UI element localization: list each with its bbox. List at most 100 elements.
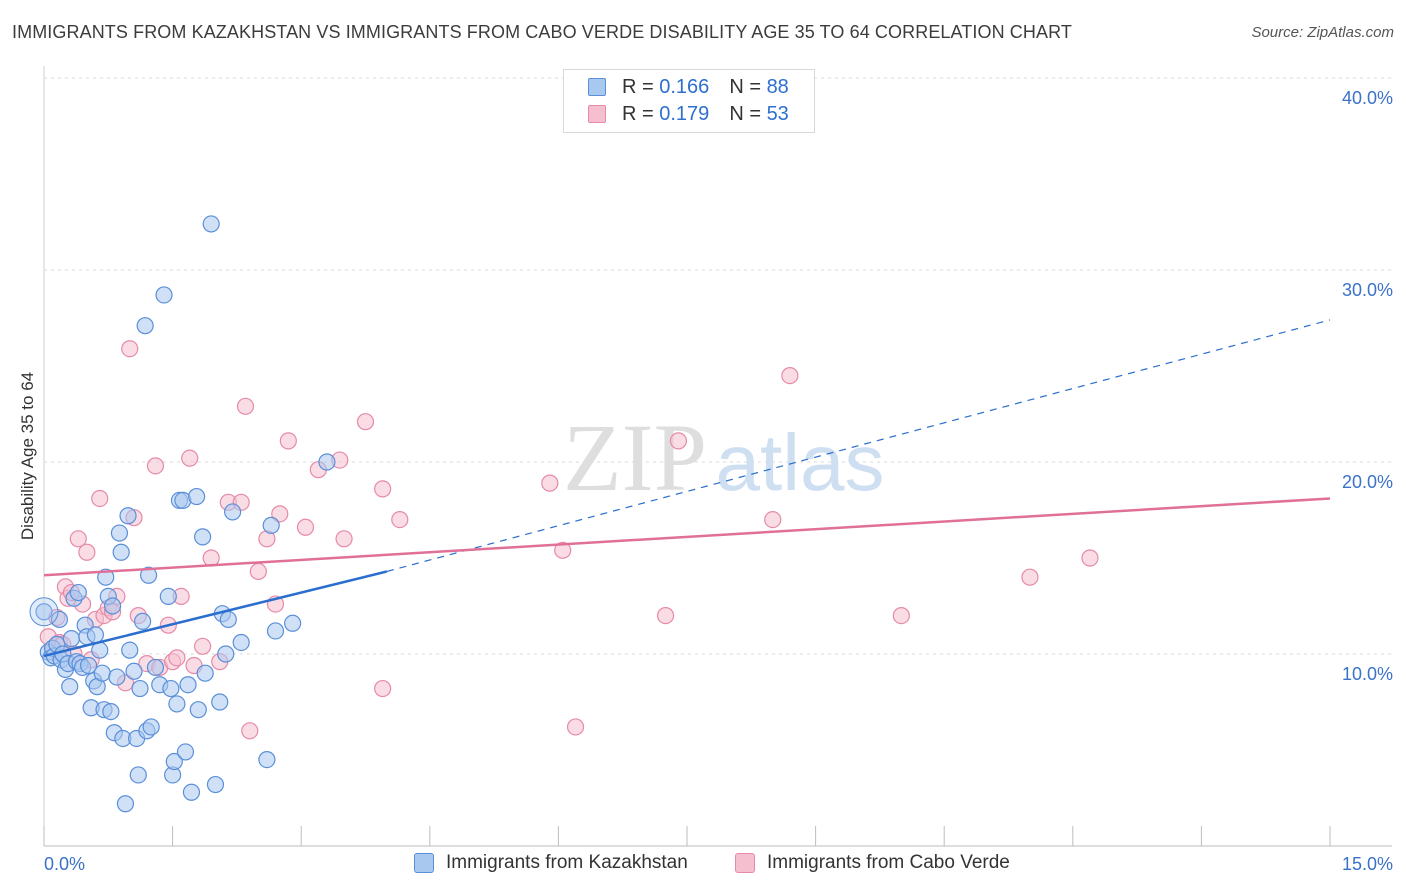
kazakhstan-n-label: N = — [729, 75, 761, 98]
bottom-kazakhstan-swatch — [414, 853, 434, 873]
caboverde-n-label: N = — [729, 102, 761, 125]
kazakhstan-points — [29, 215, 336, 813]
watermark-atlas: atlas — [716, 418, 885, 507]
kazakhstan-point — [50, 610, 69, 629]
caboverde-point — [781, 367, 799, 385]
kazakhstan-point — [194, 528, 212, 546]
caboverde-point — [764, 510, 782, 529]
caboverde-point — [566, 718, 585, 736]
kazakhstan-cluster-point — [29, 597, 59, 627]
kazakhstan-point — [62, 630, 81, 648]
bottom-kazakhstan-label: Immigrants from Kazakhstan — [446, 852, 688, 873]
kazakhstan-point — [182, 783, 201, 801]
caboverde-swatch — [588, 105, 606, 123]
caboverde-point — [669, 432, 688, 450]
bottom-caboverde-label: Immigrants from Cabo Verde — [767, 852, 1010, 873]
kazakhstan-point — [112, 543, 130, 561]
kazakhstan-point — [196, 664, 214, 682]
kazakhstan-r-label: R = — [622, 75, 654, 98]
kazakhstan-point — [188, 487, 206, 506]
caboverde-point — [554, 541, 572, 559]
kazakhstan-point — [69, 583, 87, 602]
kazakhstan-point — [211, 693, 229, 711]
caboverde-point — [279, 432, 297, 450]
caboverde-point — [391, 510, 409, 529]
kazakhstan-point — [136, 317, 154, 335]
kazakhstan-point — [217, 645, 235, 663]
kazakhstan-swatch — [588, 78, 606, 96]
x-tick-label-min: 0.0% — [44, 854, 85, 874]
kazakhstan-point — [224, 503, 242, 521]
kazakhstan-trend-line — [43, 570, 388, 658]
caboverde-point — [241, 722, 259, 740]
caboverde-point — [69, 530, 87, 548]
correlation-legend: R = 0.166 N = 88 R = 0.179 N = 53 — [563, 69, 815, 133]
kazakhstan-point — [121, 641, 139, 659]
caboverde-r-value: 0.179 — [659, 102, 710, 125]
caboverde-point — [194, 637, 212, 655]
kazakhstan-point — [168, 695, 186, 713]
y-tick-label-40: 40.0% — [1342, 88, 1393, 108]
axes-layer — [43, 66, 1392, 847]
caboverde-point — [271, 505, 289, 523]
kazakhstan-point — [129, 766, 147, 784]
tick-layer: 10.0% 20.0% 30.0% 40.0% 0.0% 15.0% — [44, 88, 1393, 874]
kazakhstan-point — [318, 453, 336, 471]
kazakhstan-point — [146, 658, 165, 677]
kazakhstan-point — [86, 626, 105, 644]
kazakhstan-point — [206, 775, 225, 794]
caboverde-point — [91, 489, 109, 508]
kazakhstan-point — [262, 516, 280, 534]
kazakhstan-point — [162, 679, 180, 698]
caboverde-point — [168, 649, 186, 667]
kazakhstan-point — [79, 656, 98, 675]
kazakhstan-trend-extension — [386, 319, 1331, 573]
kazakhstan-point — [119, 507, 137, 525]
kazakhstan-r-value: 0.166 — [659, 75, 710, 98]
kazakhstan-n-value: 88 — [766, 75, 789, 98]
y-axis-label: Disability Age 35 to 64 — [18, 371, 37, 541]
kazakhstan-point — [232, 633, 250, 652]
caboverde-point — [356, 413, 375, 431]
kazakhstan-point — [108, 668, 126, 686]
kazakhstan-point — [266, 622, 285, 640]
kazakhstan-point — [35, 603, 53, 621]
kazakhstan-point — [284, 614, 302, 632]
watermark-zip: ZIP — [563, 404, 707, 511]
caboverde-point — [541, 474, 559, 492]
kazakhstan-point — [159, 587, 177, 606]
kazakhstan-point — [125, 662, 143, 680]
caboverde-point — [236, 397, 255, 415]
kazakhstan-point — [110, 524, 129, 542]
legend-row-kazakhstan: R = 0.166 N = 88 — [588, 75, 789, 99]
caboverde-point — [892, 606, 910, 625]
source-label: Source: ZipAtlas.com — [1251, 24, 1394, 41]
caboverde-point — [374, 480, 392, 498]
kazakhstan-point — [61, 678, 79, 696]
caboverde-point — [1021, 568, 1039, 586]
kazakhstan-point — [142, 718, 160, 736]
kazakhstan-point — [155, 286, 173, 304]
kazakhstan-point — [102, 702, 120, 721]
caboverde-point — [374, 679, 392, 698]
caboverde-point — [202, 549, 220, 567]
bottom-caboverde-swatch — [735, 853, 755, 873]
kazakhstan-point — [97, 568, 115, 586]
caboverde-n-value: 53 — [766, 102, 789, 125]
y-tick-label-20: 20.0% — [1342, 472, 1393, 492]
kazakhstan-point — [179, 676, 197, 694]
kazakhstan-point — [202, 215, 220, 233]
bottom-legend-kazakhstan: Immigrants from Kazakhstan — [414, 852, 688, 874]
caboverde-point — [296, 518, 315, 536]
y-tick-label-30: 30.0% — [1342, 280, 1393, 300]
caboverde-point — [656, 606, 675, 625]
kazakhstan-point — [176, 743, 195, 761]
x-tick-label-max: 15.0% — [1342, 854, 1393, 874]
kazakhstan-point — [116, 795, 135, 813]
trend-layer — [43, 319, 1331, 658]
caboverde-point — [1081, 549, 1099, 567]
legend-row-caboverde: R = 0.179 N = 53 — [588, 102, 789, 126]
grid-layer — [44, 77, 1392, 655]
kazakhstan-point — [219, 610, 237, 629]
caboverde-point — [335, 530, 353, 548]
